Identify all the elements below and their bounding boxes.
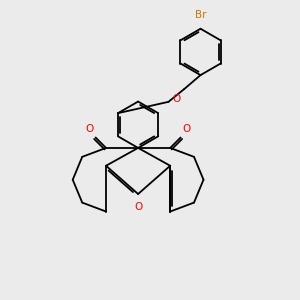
Text: O: O (182, 124, 191, 134)
Text: O: O (172, 94, 181, 104)
Text: Br: Br (195, 11, 206, 20)
Text: O: O (134, 202, 142, 212)
Text: O: O (85, 124, 94, 134)
